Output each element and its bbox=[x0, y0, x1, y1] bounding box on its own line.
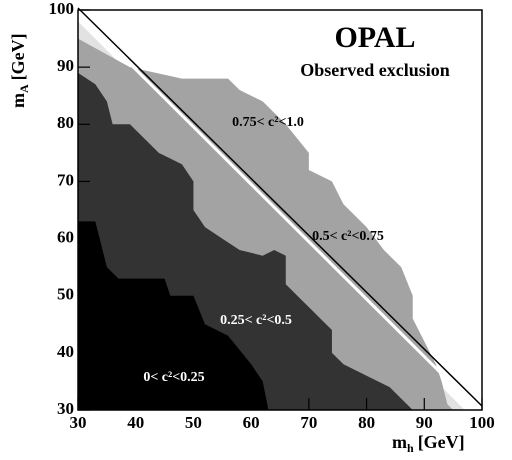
exclusion-region bbox=[78, 221, 269, 410]
label-symbol: m bbox=[392, 432, 407, 452]
region-label: 0.25< c²<0.5 bbox=[220, 313, 292, 328]
chart-title: OPAL bbox=[334, 21, 415, 54]
y-tick-label: 70 bbox=[57, 170, 74, 189]
boundary-line bbox=[77, 7, 483, 407]
label-unit: [GeV] bbox=[8, 33, 28, 80]
chart-subtitle: Observed exclusion bbox=[300, 60, 450, 80]
y-tick-label: 90 bbox=[57, 56, 74, 75]
y-tick-label: 50 bbox=[57, 285, 74, 304]
region-label: 0.75< c²<1.0 bbox=[232, 115, 304, 130]
y-tick-label: 30 bbox=[57, 399, 74, 418]
y-tick-label: 80 bbox=[57, 113, 74, 132]
x-tick-label: 60 bbox=[243, 413, 260, 432]
ylabel-label: mA [GeV] bbox=[8, 33, 31, 108]
x-tick-label: 30 bbox=[70, 413, 87, 432]
x-tick-label: 90 bbox=[416, 413, 433, 432]
y-tick-label: 40 bbox=[57, 342, 74, 361]
x-tick-label: 70 bbox=[300, 413, 317, 432]
boundary-line bbox=[76, 10, 480, 412]
x-tick-label: 40 bbox=[127, 413, 144, 432]
x-tick-label: 80 bbox=[358, 413, 375, 432]
label-subscript: h bbox=[407, 441, 414, 455]
plot-frame bbox=[77, 9, 483, 411]
plot-area bbox=[76, 7, 483, 412]
y-tick-label: 100 bbox=[49, 0, 75, 18]
xlabel-label: mh [GeV] bbox=[392, 432, 465, 455]
label-symbol: m bbox=[8, 93, 28, 108]
region-label: 0< c²<0.25 bbox=[143, 370, 204, 385]
label-subscript: A bbox=[17, 84, 31, 93]
x-tick-label: 100 bbox=[469, 413, 495, 432]
label-unit: [GeV] bbox=[418, 432, 465, 452]
y-tick-label: 60 bbox=[57, 227, 74, 246]
region-label: 0.5< c²<0.75 bbox=[312, 229, 384, 244]
x-tick-label: 50 bbox=[185, 413, 202, 432]
